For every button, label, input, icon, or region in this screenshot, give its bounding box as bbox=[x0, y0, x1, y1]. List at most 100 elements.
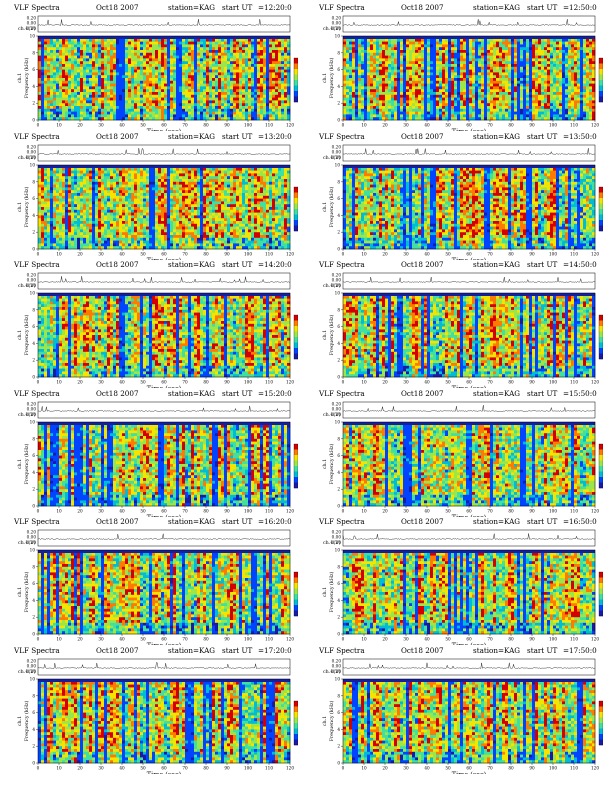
spectrogram-cell bbox=[556, 117, 560, 121]
spectrogram-cell bbox=[200, 58, 204, 62]
spectrogram-cell bbox=[245, 80, 249, 84]
spectrogram-cell bbox=[239, 41, 243, 45]
spectrogram-cell bbox=[134, 89, 138, 93]
spectrogram-cell bbox=[38, 114, 42, 118]
spectrogram-cell bbox=[394, 111, 398, 115]
spectrogram-cell bbox=[206, 64, 210, 68]
spectrogram-cell bbox=[358, 38, 362, 42]
spectrogram-cell bbox=[224, 47, 228, 51]
spectrogram-cell bbox=[343, 86, 347, 90]
spectrogram-cell bbox=[62, 78, 66, 82]
spectrogram-cell bbox=[191, 106, 195, 110]
spectrogram-cell bbox=[352, 100, 356, 104]
spectrogram-cell bbox=[167, 58, 171, 62]
spectrogram-cell bbox=[161, 38, 165, 42]
spectrogram-cell bbox=[137, 103, 141, 107]
spectrogram-cell bbox=[77, 78, 81, 82]
spectrogram-cell bbox=[38, 44, 42, 48]
spectrogram-cell bbox=[520, 114, 524, 118]
spectrogram-cell bbox=[439, 94, 443, 98]
spectrogram-cell bbox=[346, 69, 350, 73]
spectrogram-cell bbox=[385, 106, 389, 110]
spectrogram-cell bbox=[101, 61, 105, 65]
spectrogram-cell bbox=[529, 61, 533, 65]
spectrogram-cell bbox=[511, 61, 515, 65]
spectrogram-cell bbox=[442, 97, 446, 101]
spectrogram-cell bbox=[502, 38, 506, 42]
spectrogram-cell bbox=[409, 72, 413, 76]
colorbar-segment bbox=[294, 96, 298, 103]
spectrogram-cell bbox=[62, 108, 66, 112]
spectrogram-cell bbox=[466, 41, 470, 45]
spectrogram-cell bbox=[53, 58, 57, 62]
spectrogram-cell bbox=[559, 47, 563, 51]
spectrogram-cell bbox=[553, 92, 557, 96]
spectrogram-cell bbox=[188, 89, 192, 93]
spectrogram-cell bbox=[86, 94, 90, 98]
spectrogram-cell bbox=[116, 38, 120, 42]
spectrogram-cell bbox=[526, 92, 530, 96]
spectrogram-cell bbox=[170, 47, 174, 51]
spectrogram-cell bbox=[170, 108, 174, 112]
spectrogram-cell bbox=[209, 52, 213, 56]
spectrogram-cell bbox=[457, 117, 461, 121]
spectrogram-cell bbox=[394, 58, 398, 62]
spectrogram-cell bbox=[373, 72, 377, 76]
spectrogram-cell bbox=[194, 66, 198, 70]
spectrogram-cell bbox=[355, 58, 359, 62]
spectrogram-cell bbox=[140, 108, 144, 112]
spectrogram-cell bbox=[379, 83, 383, 87]
spectrogram-cell bbox=[496, 92, 500, 96]
spectrogram-cell bbox=[517, 100, 521, 104]
spectrogram-cell bbox=[505, 55, 509, 59]
spectrogram-cell bbox=[550, 80, 554, 84]
spectrogram-cell bbox=[275, 89, 279, 93]
spectrogram-cell bbox=[478, 111, 482, 115]
spectrogram-cell bbox=[119, 106, 123, 110]
spectrogram-cell bbox=[361, 103, 365, 107]
spectrogram-cell bbox=[382, 92, 386, 96]
spectrogram-cell bbox=[251, 66, 255, 70]
spectrogram-cell bbox=[56, 55, 60, 59]
spectrogram-cell bbox=[466, 38, 470, 42]
spectrogram-cell bbox=[379, 66, 383, 70]
spectrogram-cell bbox=[110, 41, 114, 45]
spectrogram-cell bbox=[463, 66, 467, 70]
spectrogram-cell bbox=[502, 117, 506, 121]
spectrogram-cell bbox=[104, 52, 108, 56]
spectrogram-cell bbox=[224, 111, 228, 115]
spectrogram-cell bbox=[349, 44, 353, 48]
spectrogram-cell bbox=[65, 50, 69, 54]
spectrogram-cell bbox=[107, 103, 111, 107]
spectrogram-cell bbox=[140, 103, 144, 107]
spectrogram-cell bbox=[514, 117, 518, 121]
spectrogram-cell bbox=[421, 75, 425, 79]
spectrogram-cell bbox=[242, 58, 246, 62]
spectrogram-cell bbox=[487, 80, 491, 84]
spectrogram-cell bbox=[287, 83, 291, 87]
spectrogram-cell bbox=[544, 89, 548, 93]
spectrogram-cell bbox=[577, 66, 581, 70]
spectrogram-cell bbox=[433, 106, 437, 110]
spectrogram-cell bbox=[188, 75, 192, 79]
spectrogram-cell bbox=[266, 41, 270, 45]
spectrogram-cell bbox=[520, 55, 524, 59]
spectrogram-cell bbox=[562, 75, 566, 79]
spectrogram-cell bbox=[529, 64, 533, 68]
spectrogram-cell bbox=[454, 66, 458, 70]
spectrogram-cell bbox=[41, 75, 45, 79]
spectrogram-cell bbox=[287, 92, 291, 96]
spectrogram-cell bbox=[161, 80, 165, 84]
spectrogram-cell bbox=[155, 100, 159, 104]
spectrogram-cell bbox=[445, 61, 449, 65]
spectrogram-cell bbox=[550, 75, 554, 79]
spectrogram-cell bbox=[107, 80, 111, 84]
spectrogram-cell bbox=[520, 66, 524, 70]
spectrogram-cell bbox=[233, 41, 237, 45]
panel-date: Oct18 2007 bbox=[401, 3, 444, 13]
spectrogram-cell bbox=[236, 55, 240, 59]
spectrogram-cell bbox=[173, 72, 177, 76]
spectrogram-cell bbox=[433, 78, 437, 82]
spectrogram-cell bbox=[418, 52, 422, 56]
spectrogram-cell bbox=[236, 103, 240, 107]
